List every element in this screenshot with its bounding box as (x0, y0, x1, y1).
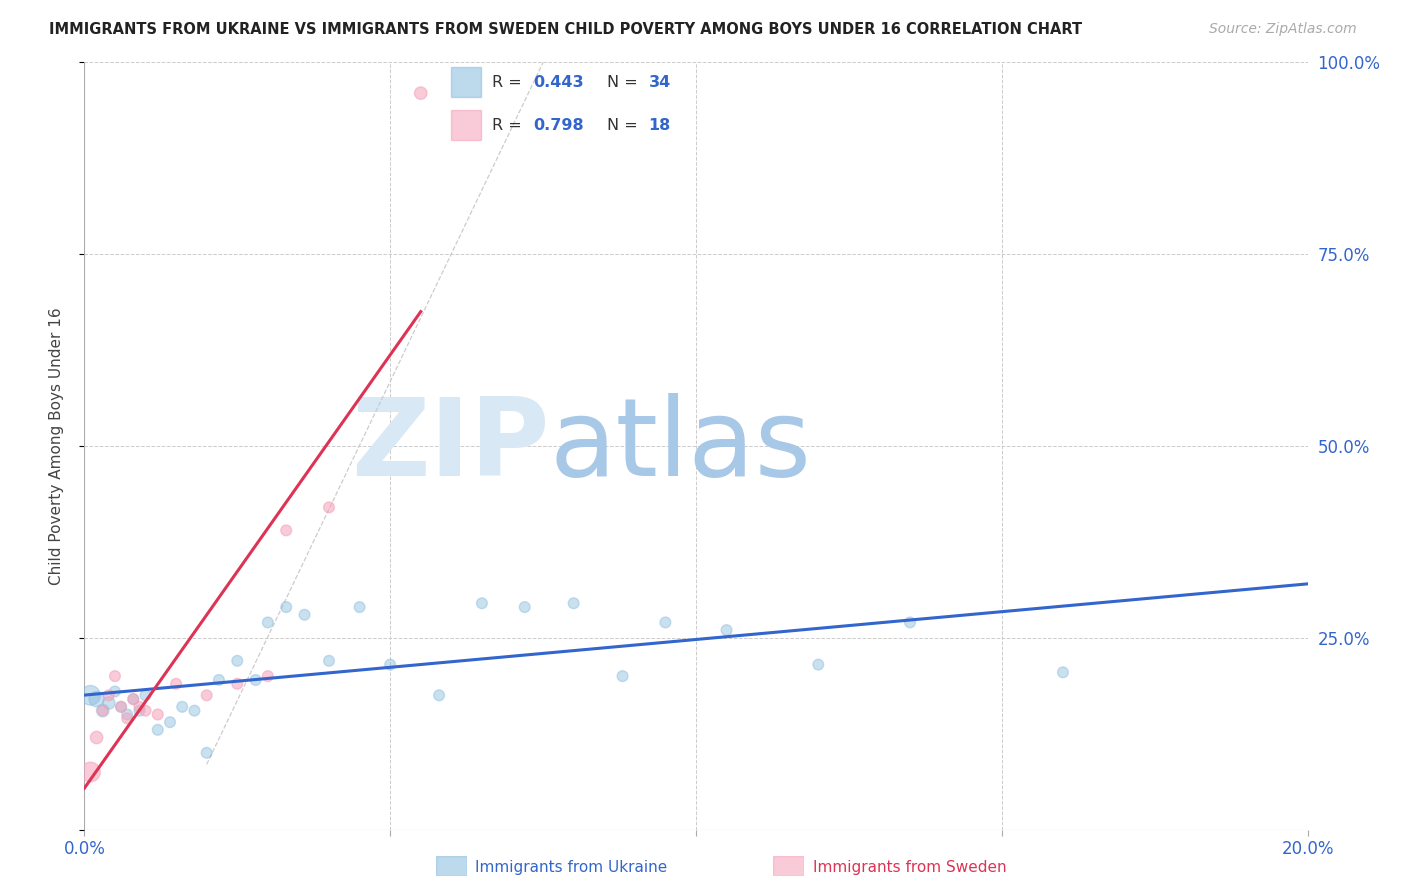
Point (172, 699, 194, 714)
Point (79, 765, 101, 780)
Text: Immigrants from Ukraine: Immigrants from Ukraine (475, 861, 668, 875)
Text: R =: R = (492, 75, 527, 90)
Point (128, 699, 150, 714)
Point (146, 707, 169, 722)
Text: R =: R = (492, 118, 527, 133)
Point (104, 684, 127, 698)
Point (318, 500, 340, 515)
Text: N =: N = (607, 118, 644, 133)
Point (159, 715, 181, 730)
Point (97, 696, 120, 710)
Point (135, 704, 157, 718)
Point (276, 524, 298, 538)
Point (654, 615, 676, 630)
Text: 0.798: 0.798 (533, 118, 583, 133)
Point (349, 600, 371, 615)
Text: atlas: atlas (550, 393, 811, 499)
Point (1052, 665, 1074, 680)
Point (135, 689, 157, 703)
Point (257, 669, 280, 683)
Point (195, 689, 218, 703)
Point (427, 689, 450, 703)
Point (276, 600, 298, 615)
FancyBboxPatch shape (773, 856, 804, 876)
Point (79, 689, 101, 703)
Point (245, 673, 267, 687)
Text: 18: 18 (648, 118, 671, 133)
FancyBboxPatch shape (436, 856, 467, 876)
Point (91, 704, 114, 718)
Point (115, 711, 138, 725)
Point (195, 746, 218, 760)
Text: IMMIGRANTS FROM UKRAINE VS IMMIGRANTS FROM SWEDEN CHILD POVERTY AMONG BOYS UNDER: IMMIGRANTS FROM UKRAINE VS IMMIGRANTS FR… (49, 22, 1083, 37)
Point (91, 704, 114, 718)
Point (110, 699, 132, 714)
Point (294, 607, 316, 622)
Point (115, 707, 138, 722)
Point (86, 731, 108, 745)
Text: ZIP: ZIP (350, 393, 550, 499)
Point (807, 657, 830, 672)
Point (513, 600, 536, 615)
Point (226, 654, 249, 668)
Y-axis label: Child Poverty Among Boys Under 16: Child Poverty Among Boys Under 16 (49, 307, 63, 585)
Point (380, 657, 402, 672)
Point (183, 704, 205, 718)
Point (716, 623, 738, 637)
Point (562, 596, 585, 610)
Point (165, 677, 187, 691)
Point (612, 669, 634, 683)
Point (122, 692, 145, 706)
Point (898, 615, 921, 630)
Text: 34: 34 (648, 75, 671, 90)
Point (146, 723, 169, 737)
Point (318, 654, 340, 668)
FancyBboxPatch shape (451, 68, 481, 97)
Point (110, 699, 132, 714)
Point (97, 689, 120, 703)
Point (257, 615, 280, 630)
Text: 0.443: 0.443 (533, 75, 583, 90)
Point (409, 86, 432, 100)
Point (226, 677, 249, 691)
Point (86, 692, 108, 706)
Point (104, 669, 127, 683)
Text: Immigrants from Sweden: Immigrants from Sweden (813, 861, 1007, 875)
Point (471, 596, 494, 610)
Text: Source: ZipAtlas.com: Source: ZipAtlas.com (1209, 22, 1357, 37)
Text: N =: N = (607, 75, 644, 90)
Point (122, 692, 145, 706)
Point (208, 673, 231, 687)
FancyBboxPatch shape (451, 111, 481, 140)
Point (128, 704, 150, 718)
